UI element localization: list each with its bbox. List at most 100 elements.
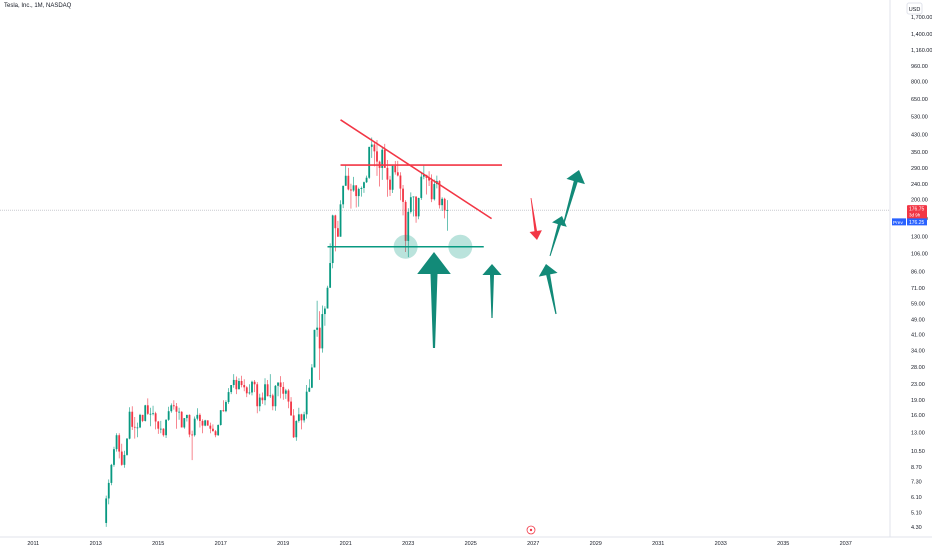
- candle: [300, 413, 303, 430]
- candle-body: [339, 204, 342, 237]
- descending-trendline[interactable]: [340, 119, 493, 220]
- candle-body: [159, 428, 162, 430]
- candle-body: [300, 414, 303, 421]
- candle-body: [214, 431, 217, 436]
- time-tick-label: 2035: [777, 541, 789, 547]
- up-arrow-bounce-2[interactable]: [538, 264, 558, 315]
- support-test-circle[interactable]: [448, 234, 473, 259]
- candle: [365, 175, 368, 183]
- price-tick-label: 430.00: [911, 132, 928, 138]
- candle-body: [326, 287, 329, 309]
- candle-body: [183, 418, 186, 428]
- candle: [227, 388, 230, 404]
- candle: [297, 407, 300, 423]
- candle-body: [201, 420, 204, 426]
- candle: [214, 429, 217, 438]
- candle-body: [308, 387, 311, 392]
- candle: [407, 208, 410, 258]
- candle-body: [232, 379, 235, 386]
- candle-body: [157, 421, 160, 429]
- candle: [284, 388, 287, 399]
- candle: [217, 424, 220, 436]
- price-tick-label: 350.00: [911, 150, 928, 156]
- candle-body: [149, 413, 152, 415]
- price-tick-label: 8.70: [911, 465, 922, 471]
- candle: [110, 463, 113, 486]
- candle: [178, 407, 180, 420]
- price-tick-label: 49.00: [911, 317, 925, 323]
- drawings-layer[interactable]: [327, 119, 585, 348]
- candle: [279, 376, 282, 399]
- candle: [113, 446, 115, 467]
- candle-body: [251, 381, 253, 393]
- candle: [253, 379, 256, 393]
- up-arrow-target-2[interactable]: [562, 170, 585, 227]
- candle-body: [178, 411, 180, 413]
- time-tick-label: 2037: [840, 541, 852, 547]
- currency-badge[interactable]: [906, 2, 923, 15]
- last-price-label: 176.75: [909, 207, 925, 213]
- price-tick-label: 13.00: [911, 431, 925, 437]
- candle-body: [394, 165, 397, 173]
- candle-body: [357, 188, 360, 197]
- candle-body: [180, 411, 183, 428]
- candle: [266, 379, 269, 397]
- candle-body: [271, 395, 274, 407]
- candle-body: [376, 151, 378, 162]
- price-tick-label: 23.00: [911, 382, 925, 388]
- candle-body: [352, 185, 355, 191]
- up-arrow-breakout[interactable]: [417, 252, 451, 348]
- candle: [337, 220, 339, 237]
- candle-body: [389, 179, 391, 190]
- up-arrow-bounce[interactable]: [482, 264, 502, 318]
- candle-body: [188, 414, 191, 435]
- candle: [326, 285, 329, 309]
- candle-body: [323, 308, 326, 315]
- support-test-circle[interactable]: [393, 234, 418, 259]
- candle: [310, 364, 313, 389]
- price-tick-label: 10.50: [911, 449, 925, 455]
- candle-body: [227, 392, 230, 403]
- symbol-title: Tesla, Inc., 1M, NASDAQ: [4, 3, 72, 9]
- candle-body: [225, 402, 227, 412]
- candle: [235, 376, 238, 395]
- candle: [350, 183, 352, 209]
- price-tick-label: 290.00: [911, 166, 928, 172]
- candle: [199, 413, 201, 428]
- candle-body: [428, 177, 430, 181]
- time-tick-label: 2021: [340, 541, 352, 547]
- candle-body: [331, 215, 334, 264]
- candle: [170, 403, 173, 413]
- candle: [271, 393, 274, 411]
- down-arrow[interactable]: [529, 197, 542, 240]
- candle: [258, 393, 261, 412]
- price-tick-label: 960.00: [911, 64, 928, 70]
- candle-body: [230, 385, 233, 393]
- candle-body: [399, 175, 402, 189]
- candle: [422, 165, 425, 180]
- candle-body: [337, 228, 339, 237]
- candle-body: [433, 184, 436, 200]
- price-tick-label: 1,160.00: [911, 48, 932, 54]
- candle-body: [248, 392, 251, 394]
- candle: [389, 175, 391, 196]
- candle-body: [290, 401, 292, 416]
- candle-body: [212, 428, 214, 432]
- candle: [381, 146, 384, 180]
- candle: [185, 414, 188, 422]
- up-arrow-target[interactable]: [549, 216, 567, 257]
- time-tick-label: 2033: [715, 541, 727, 547]
- time-axis[interactable]: 2011 2013 2015 2017 2019 2021 2023 2025 2027 2029…: [0, 536, 932, 547]
- candle: [287, 388, 290, 409]
- candle: [347, 167, 350, 191]
- price-axis[interactable]: USD 1,700.00 1,400.00 1,160.00 960.00 800.00…: [889, 0, 932, 537]
- candle: [391, 165, 394, 193]
- candle-body: [175, 406, 178, 412]
- candle: [342, 185, 345, 209]
- earnings-event-marker[interactable]: [526, 525, 536, 535]
- time-tick-label: 2029: [590, 541, 602, 547]
- candle: [240, 375, 243, 388]
- candle: [212, 424, 214, 432]
- candle: [344, 165, 347, 186]
